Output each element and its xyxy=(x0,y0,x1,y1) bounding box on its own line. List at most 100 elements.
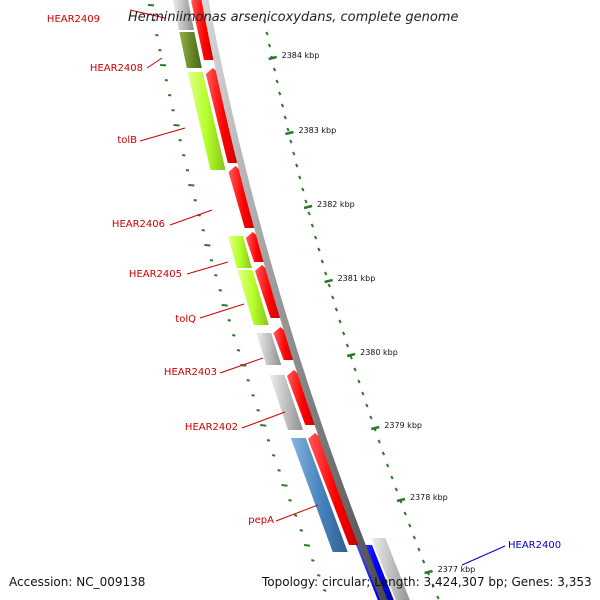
major-tick xyxy=(285,130,294,136)
scale-tick-label: 2384 kbp xyxy=(281,51,320,60)
tick-mark xyxy=(262,19,267,24)
major-tick xyxy=(346,352,356,358)
gene-label[interactable]: HEAR2402 xyxy=(184,422,238,433)
tick-mark xyxy=(281,484,288,487)
tick-mark xyxy=(436,595,440,600)
tick-mark xyxy=(288,499,292,502)
tick-mark xyxy=(322,589,327,592)
genome-backbone xyxy=(201,0,388,600)
tick-mark xyxy=(221,304,228,307)
tick-mark xyxy=(266,439,271,442)
major-tick xyxy=(396,497,406,503)
leader-line xyxy=(139,127,186,142)
tick-mark xyxy=(246,379,250,382)
leader-line xyxy=(199,303,245,319)
tick-mark xyxy=(342,331,346,336)
reverse-gene[interactable] xyxy=(179,32,202,68)
tick-mark xyxy=(317,574,321,577)
tick-mark xyxy=(275,79,279,84)
reverse-gene[interactable] xyxy=(227,236,252,268)
leader-line xyxy=(241,411,286,429)
tick-mark xyxy=(267,43,272,48)
gene-label[interactable]: tolB xyxy=(117,135,137,146)
tick-mark xyxy=(317,247,321,252)
major-tick xyxy=(268,55,277,61)
tick-mark xyxy=(417,547,421,552)
tick-mark xyxy=(214,274,218,277)
tick-mark xyxy=(298,175,302,180)
reverse-gene[interactable] xyxy=(187,72,226,170)
scale-tick-label: 2379 kbp xyxy=(384,421,422,430)
tick-mark xyxy=(320,259,324,264)
leader-line xyxy=(129,9,166,19)
gene-label[interactable]: tolQ xyxy=(175,314,196,325)
tick-mark xyxy=(408,523,412,528)
leader-line xyxy=(219,357,264,374)
tick-mark xyxy=(278,91,282,96)
tick-mark xyxy=(353,367,357,372)
gene-label[interactable]: HEAR2405 xyxy=(128,269,182,280)
major-tick xyxy=(324,278,333,284)
tick-mark xyxy=(301,187,305,192)
major-tick xyxy=(303,204,313,210)
tick-mark xyxy=(386,463,390,468)
tick-mark xyxy=(260,424,267,427)
tick-mark xyxy=(394,487,398,492)
scale-tick-label: 2383 kbp xyxy=(298,126,337,135)
tick-mark xyxy=(377,439,381,444)
scale-tick-label: 2381 kbp xyxy=(337,274,376,283)
tick-mark xyxy=(331,295,335,300)
tick-mark xyxy=(293,514,298,517)
tick-mark xyxy=(193,199,197,202)
tick-marks-outer xyxy=(262,19,440,600)
tick-mark xyxy=(403,511,407,516)
tick-mark xyxy=(412,535,416,540)
tick-mark xyxy=(209,259,214,262)
reverse-gene[interactable] xyxy=(256,333,282,365)
leader-line xyxy=(275,504,319,522)
tick-mark xyxy=(227,319,231,322)
tick-mark xyxy=(349,355,353,360)
major-tick xyxy=(424,569,433,575)
tick-mark xyxy=(272,67,277,72)
gene-label[interactable]: HEAR2406 xyxy=(111,219,165,230)
gene-label[interactable]: HEAR2409 xyxy=(46,14,100,25)
tick-mark xyxy=(365,403,369,408)
gene-label[interactable]: HEAR2403 xyxy=(163,367,217,378)
tick-mark xyxy=(338,319,342,324)
tick-mark xyxy=(311,559,315,562)
gene-label[interactable]: HEAR2400 xyxy=(508,540,562,551)
tick-mark xyxy=(327,283,331,288)
leader-line xyxy=(461,545,506,566)
reverse-gene[interactable] xyxy=(269,375,303,430)
tick-mark xyxy=(369,415,373,420)
leader-line xyxy=(146,57,163,69)
tick-mark xyxy=(204,244,211,247)
reverse-gene[interactable] xyxy=(237,270,269,325)
reverse-gene[interactable] xyxy=(371,538,412,600)
tick-mark xyxy=(201,229,205,232)
tick-mark xyxy=(421,559,426,564)
scale-tick-label: 2377 kbp xyxy=(437,565,476,574)
leader-line xyxy=(186,261,229,275)
feature-track xyxy=(172,0,412,600)
reverse-gene[interactable] xyxy=(290,438,348,552)
tick-mark xyxy=(265,31,269,36)
tick-mark xyxy=(232,334,236,337)
tick-mark xyxy=(307,211,311,216)
tick-mark xyxy=(286,127,290,132)
tick-mark xyxy=(303,544,311,547)
tick-marks-inner xyxy=(147,4,327,592)
accession-text: Accession: NC_009138 xyxy=(9,575,146,589)
reverse-gene[interactable] xyxy=(172,0,194,30)
map-title: Herminiimonas arsenicoxydans, complete g… xyxy=(128,10,459,25)
tick-mark xyxy=(271,454,276,457)
scale-tick-label: 2378 kbp xyxy=(410,493,448,502)
gene-label[interactable]: pepA xyxy=(248,515,274,526)
tick-mark xyxy=(390,475,394,480)
tick-mark xyxy=(251,394,255,397)
tick-mark xyxy=(310,223,314,228)
gene-label[interactable]: HEAR2408 xyxy=(89,63,143,74)
tick-mark xyxy=(188,184,195,187)
